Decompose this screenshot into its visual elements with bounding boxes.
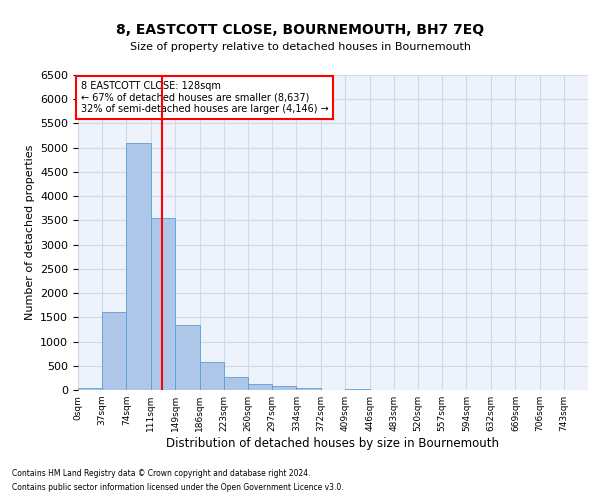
Bar — [200, 362, 224, 390]
Bar — [296, 388, 320, 390]
Text: Contains HM Land Registry data © Crown copyright and database right 2024.: Contains HM Land Registry data © Crown c… — [12, 468, 311, 477]
Bar — [175, 324, 200, 390]
Bar — [151, 218, 175, 390]
Text: 8, EASTCOTT CLOSE, BOURNEMOUTH, BH7 7EQ: 8, EASTCOTT CLOSE, BOURNEMOUTH, BH7 7EQ — [116, 22, 484, 36]
Text: Size of property relative to detached houses in Bournemouth: Size of property relative to detached ho… — [130, 42, 470, 52]
Bar — [272, 386, 296, 390]
Text: 8 EASTCOTT CLOSE: 128sqm
← 67% of detached houses are smaller (8,637)
32% of sem: 8 EASTCOTT CLOSE: 128sqm ← 67% of detach… — [80, 82, 328, 114]
Bar — [127, 143, 151, 390]
Bar — [224, 377, 248, 390]
Bar — [346, 388, 370, 390]
Y-axis label: Number of detached properties: Number of detached properties — [25, 145, 35, 320]
X-axis label: Distribution of detached houses by size in Bournemouth: Distribution of detached houses by size … — [167, 437, 499, 450]
Bar — [102, 312, 127, 390]
Bar — [78, 388, 102, 390]
Text: Contains public sector information licensed under the Open Government Licence v3: Contains public sector information licen… — [12, 484, 344, 492]
Bar — [248, 384, 272, 390]
